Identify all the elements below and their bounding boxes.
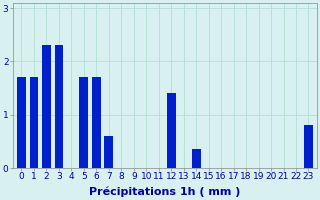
Bar bbox=[29, 77, 38, 168]
Bar bbox=[54, 45, 63, 168]
Bar bbox=[104, 136, 113, 168]
Bar bbox=[304, 125, 313, 168]
Bar bbox=[17, 77, 26, 168]
Bar bbox=[42, 45, 51, 168]
Bar bbox=[192, 149, 201, 168]
Bar bbox=[79, 77, 88, 168]
X-axis label: Précipitations 1h ( mm ): Précipitations 1h ( mm ) bbox=[89, 187, 241, 197]
Bar bbox=[167, 93, 176, 168]
Bar bbox=[92, 77, 101, 168]
